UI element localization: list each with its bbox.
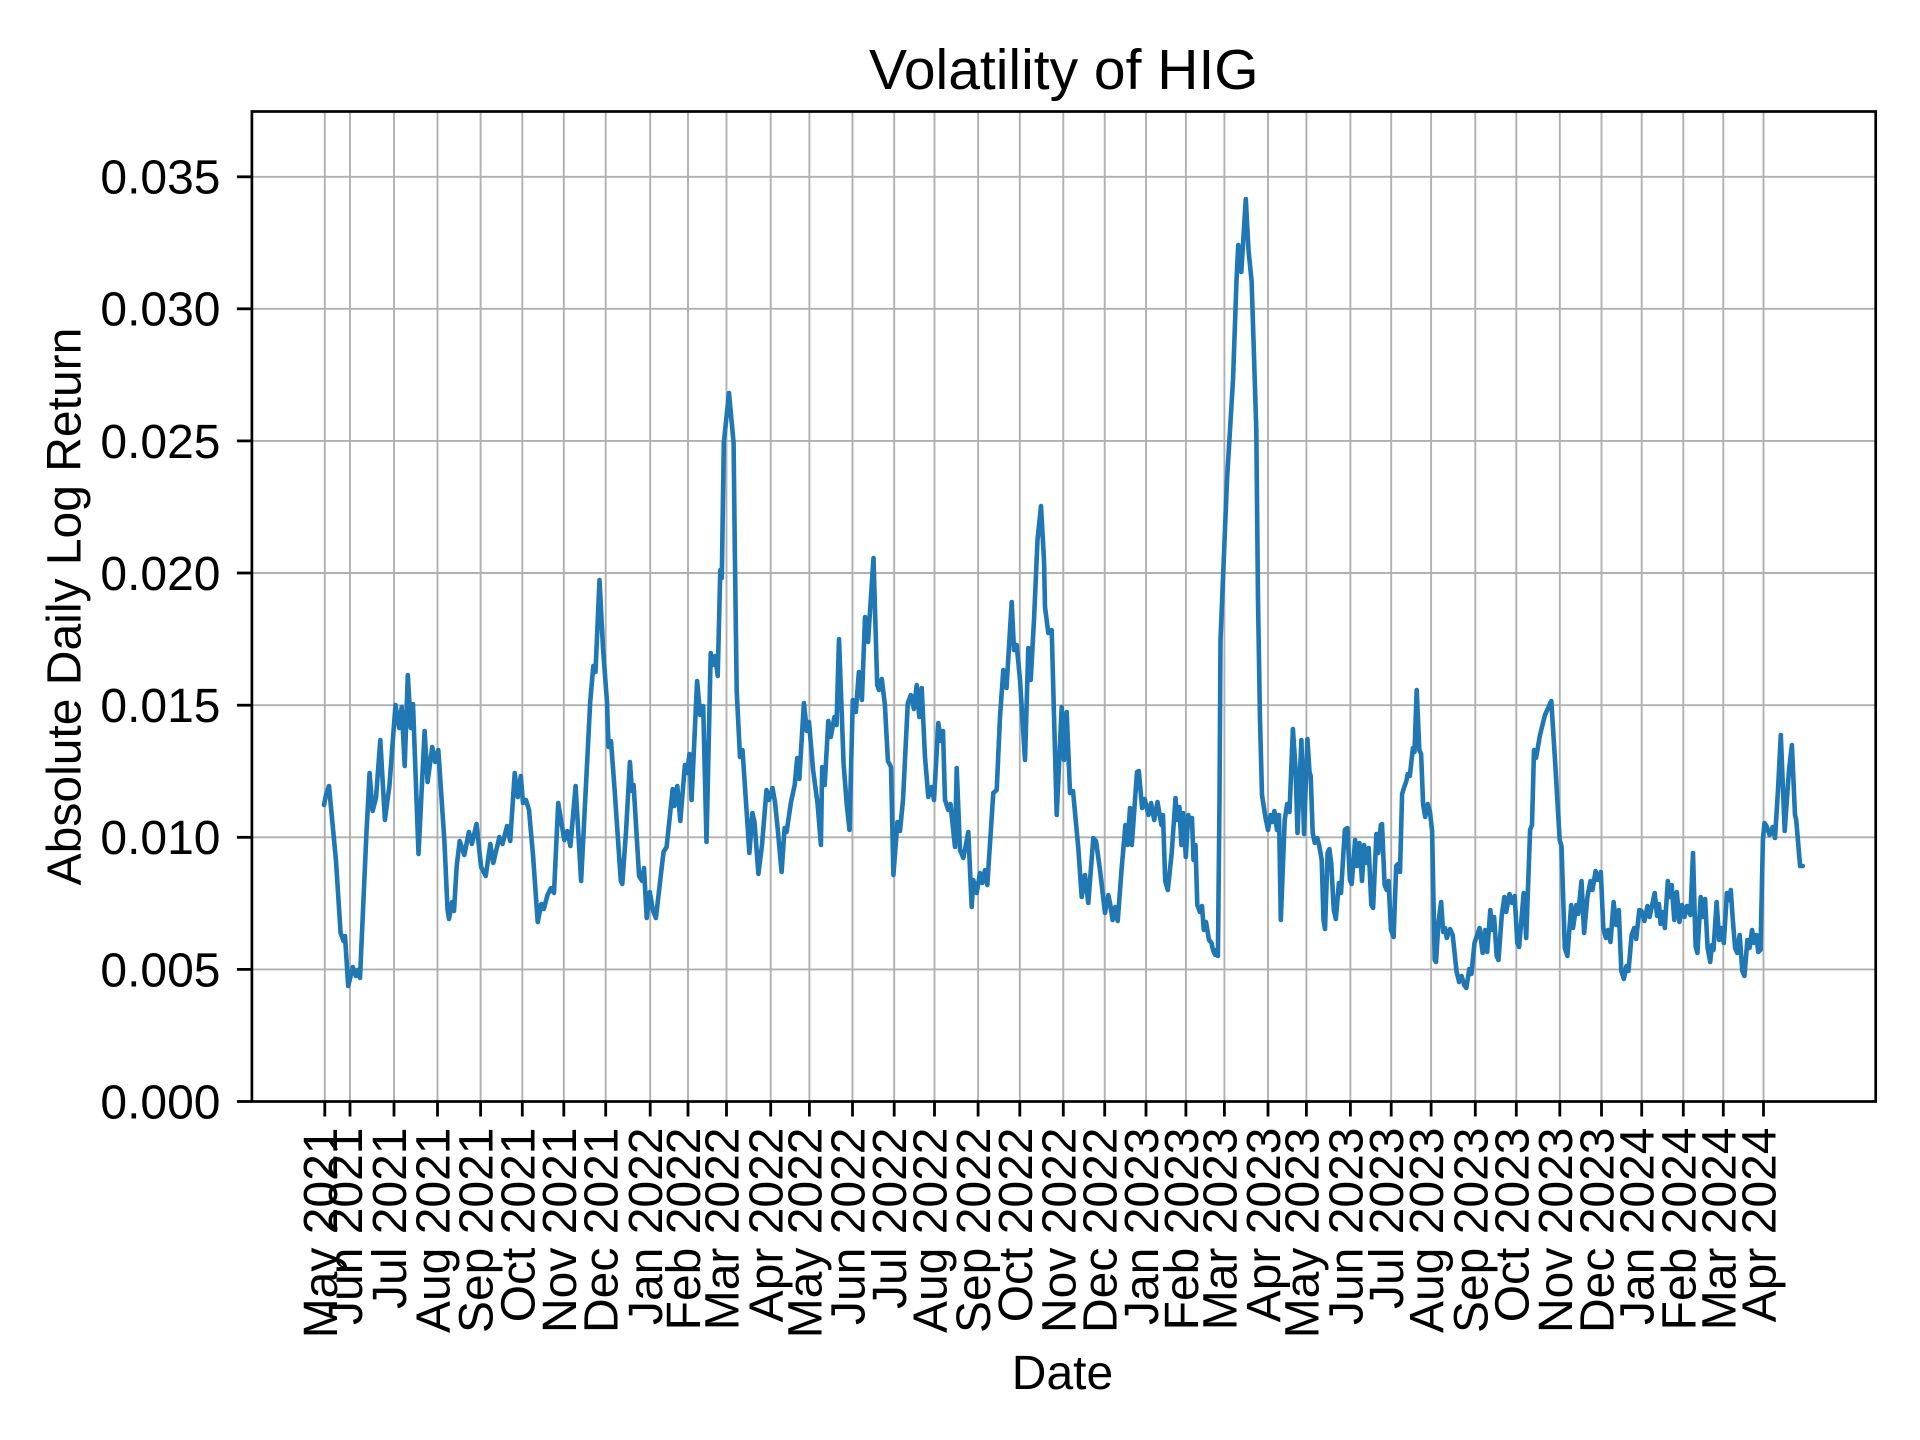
svg-text:0.020: 0.020	[100, 548, 220, 601]
svg-text:Dec 2023: Dec 2023	[1572, 1128, 1625, 1333]
svg-text:Feb 2024: Feb 2024	[1653, 1128, 1706, 1331]
svg-text:0.010: 0.010	[100, 812, 220, 865]
svg-text:Sep 2023: Sep 2023	[1445, 1128, 1498, 1334]
svg-text:Jan 2023: Jan 2023	[1116, 1128, 1169, 1326]
svg-text:Oct 2022: Oct 2022	[990, 1128, 1043, 1323]
svg-text:Feb 2023: Feb 2023	[1156, 1128, 1209, 1331]
svg-text:Oct 2023: Oct 2023	[1486, 1128, 1539, 1323]
svg-text:May 2022: May 2022	[779, 1128, 832, 1339]
svg-text:Mar 2023: Mar 2023	[1194, 1128, 1247, 1331]
svg-text:Aug 2022: Aug 2022	[905, 1128, 958, 1334]
svg-text:Jun 2021: Jun 2021	[320, 1128, 373, 1326]
svg-text:0.015: 0.015	[100, 680, 220, 733]
svg-text:Jan 2024: Jan 2024	[1612, 1128, 1665, 1326]
svg-text:0.005: 0.005	[100, 944, 220, 997]
svg-text:Jul 2023: Jul 2023	[1361, 1128, 1414, 1309]
svg-text:Jul 2022: Jul 2022	[864, 1128, 917, 1309]
svg-text:Apr 2023: Apr 2023	[1238, 1128, 1291, 1323]
svg-text:Dec 2022: Dec 2022	[1075, 1128, 1128, 1333]
svg-text:May 2021: May 2021	[295, 1128, 348, 1339]
svg-text:0.025: 0.025	[100, 416, 220, 469]
svg-text:Sep 2021: Sep 2021	[451, 1128, 504, 1334]
svg-text:Nov 2021: Nov 2021	[534, 1128, 587, 1333]
svg-text:Date: Date	[1012, 1347, 1113, 1400]
svg-text:Mar 2022: Mar 2022	[697, 1128, 750, 1331]
svg-text:Mar 2024: Mar 2024	[1693, 1128, 1746, 1331]
svg-text:Volatility of HIG: Volatility of HIG	[869, 38, 1259, 102]
svg-text:Apr 2024: Apr 2024	[1734, 1128, 1787, 1323]
svg-text:Jun 2022: Jun 2022	[823, 1128, 876, 1326]
svg-text:Nov 2023: Nov 2023	[1530, 1128, 1583, 1333]
svg-text:May 2023: May 2023	[1276, 1128, 1329, 1339]
svg-text:Aug 2021: Aug 2021	[408, 1128, 461, 1334]
svg-text:0.000: 0.000	[100, 1076, 220, 1129]
svg-text:Nov 2022: Nov 2022	[1033, 1128, 1086, 1333]
svg-text:Apr 2022: Apr 2022	[741, 1128, 794, 1323]
svg-text:Aug 2023: Aug 2023	[1401, 1128, 1454, 1334]
svg-text:Jan 2022: Jan 2022	[620, 1128, 673, 1326]
svg-text:Absolute Daily Log Return: Absolute Daily Log Return	[39, 328, 92, 886]
svg-text:0.030: 0.030	[100, 284, 220, 337]
svg-text:Jul 2021: Jul 2021	[364, 1128, 417, 1309]
svg-text:Jun 2023: Jun 2023	[1320, 1128, 1373, 1326]
svg-text:Oct 2021: Oct 2021	[492, 1128, 545, 1323]
svg-text:Feb 2022: Feb 2022	[658, 1128, 711, 1331]
svg-text:0.035: 0.035	[100, 152, 220, 205]
svg-text:Sep 2022: Sep 2022	[948, 1128, 1001, 1334]
svg-text:Dec 2021: Dec 2021	[576, 1128, 629, 1333]
